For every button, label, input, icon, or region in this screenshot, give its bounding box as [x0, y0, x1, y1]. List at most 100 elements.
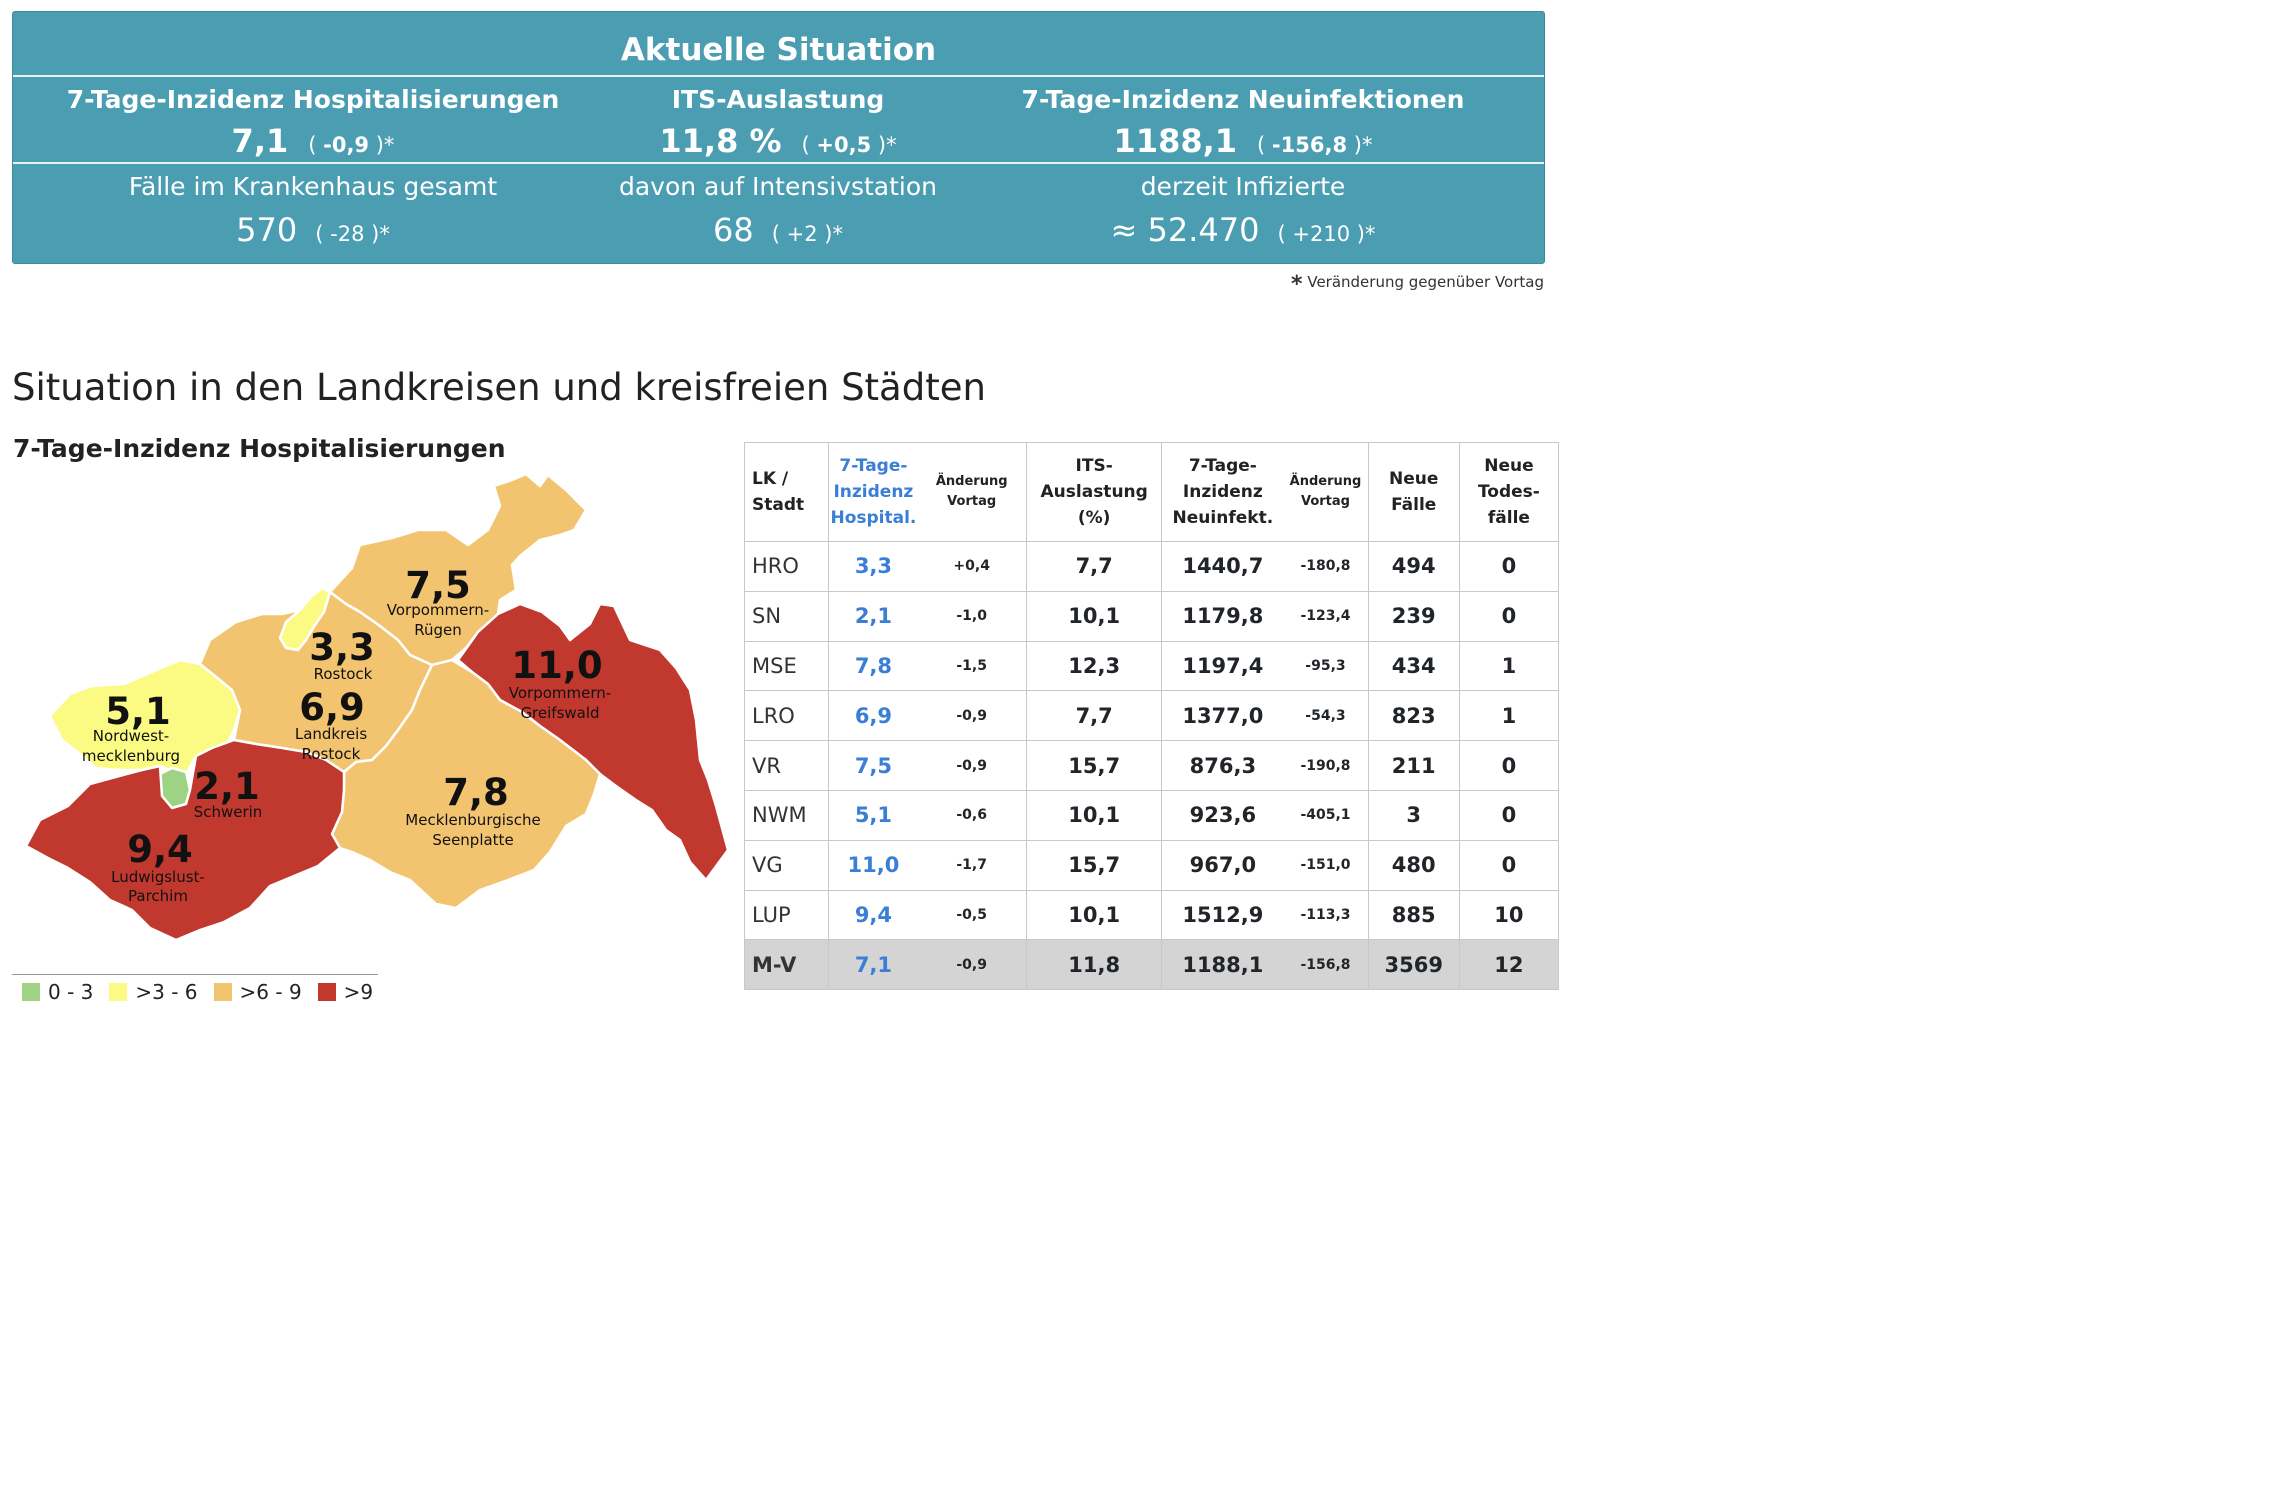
region-name: Rostock	[314, 665, 373, 683]
cell-name: LRO	[743, 690, 830, 742]
cell-its: 7,7	[1025, 690, 1163, 742]
sub-change: ( +210 )*	[1277, 222, 1376, 246]
cell-new-infections: 1512,9	[1161, 889, 1284, 941]
cell-new-cases: 823	[1367, 690, 1460, 742]
kpi-value: 11,8 %	[659, 122, 782, 160]
cell-hosp-change: -1,7	[917, 839, 1027, 891]
cell-name: LUP	[743, 889, 830, 941]
table-row: VG 11,0 -1,7 15,7 967,0 -151,0 480 0	[743, 839, 1560, 891]
sub-label: davon auf Intensivstation	[618, 172, 938, 201]
region-mecklenburgische-seenplatte[interactable]	[330, 658, 602, 910]
header-hosp-incidence[interactable]: 7-Tage- Inzidenz Hospital.	[828, 442, 918, 542]
cell-new-infections-change: -123,4	[1283, 590, 1369, 642]
header-lk[interactable]: LK / Stadt	[743, 442, 830, 542]
sub-change: ( +2 )*	[771, 222, 843, 246]
cell-new-cases: 434	[1367, 640, 1460, 692]
kpi-its-load: ITS-Auslastung 11,8 % ( +0,5 )*	[523, 85, 1033, 160]
cell-new-infections-change: -54,3	[1283, 690, 1369, 742]
header-new-cases[interactable]: Neue Fälle	[1367, 442, 1460, 542]
cell-new-deaths: 1	[1458, 690, 1560, 742]
map-legend: 0 - 3 >3 - 6 >6 - 9 >9	[22, 980, 389, 1004]
cell-new-deaths: 0	[1458, 789, 1560, 841]
cell-hosp-change: -0,6	[917, 789, 1027, 841]
region-value: 7,5	[405, 564, 471, 607]
region-name: Mecklenburgische	[405, 811, 540, 829]
cell-new-deaths: 0	[1458, 839, 1560, 891]
cell-new-cases: 885	[1367, 889, 1460, 941]
cell-new-cases: 211	[1367, 740, 1460, 791]
table-row: NWM 5,1 -0,6 10,1 923,6 -405,1 3 0	[743, 789, 1560, 841]
cell-hosp-incidence: 2,1	[828, 590, 918, 642]
kpi-change: ( +0,5 )*	[801, 133, 897, 157]
cell-new-infections-change: -190,8	[1283, 740, 1369, 791]
cell-its: 12,3	[1025, 640, 1163, 692]
table-total-row: M-V 7,1 -0,9 11,8 1188,1 -156,8 3569 12	[743, 939, 1560, 991]
cell-new-cases: 3569	[1367, 939, 1460, 991]
cell-its: 15,7	[1025, 839, 1163, 891]
kpi-value: 7,1	[231, 122, 289, 160]
region-name: Vorpommern-	[509, 684, 611, 702]
region-value: 3,3	[309, 626, 375, 669]
cell-new-deaths: 10	[1458, 889, 1560, 941]
legend-item: 0 - 3	[22, 980, 93, 1004]
kpi-hosp-incidence: 7-Tage-Inzidenz Hospitalisierungen 7,1 ( …	[58, 85, 568, 160]
cell-new-infections-change: -156,8	[1283, 939, 1369, 991]
cell-new-infections: 1440,7	[1161, 541, 1284, 592]
header-new-infections[interactable]: 7-Tage- Inzidenz Neuinfekt.	[1161, 442, 1284, 542]
cell-new-cases: 239	[1367, 590, 1460, 642]
cell-name: NWM	[743, 789, 830, 841]
region-name: Ludwigslust-	[111, 868, 205, 886]
region-value: 2,1	[194, 765, 260, 808]
cell-new-infections-change: -405,1	[1283, 789, 1369, 841]
region-name: Seenplatte	[432, 831, 513, 849]
cell-new-infections: 1197,4	[1161, 640, 1284, 692]
cell-new-infections: 967,0	[1161, 839, 1284, 891]
district-map: 7,5 Vorpommern- Rügen 3,3 Rostock 11,0 V…	[24, 472, 730, 942]
cell-name: HRO	[743, 541, 830, 592]
cell-new-deaths: 0	[1458, 541, 1560, 592]
cell-new-cases: 3	[1367, 789, 1460, 841]
cell-its: 15,7	[1025, 740, 1163, 791]
legend-divider	[12, 974, 378, 975]
map-labels: 7,5 Vorpommern- Rügen 3,3 Rostock 11,0 V…	[82, 564, 611, 905]
cell-its: 10,1	[1025, 590, 1163, 642]
sub-icu-cases: davon auf Intensivstation 68 ( +2 )*	[523, 172, 1033, 249]
region-value: 5,1	[105, 690, 171, 733]
district-table: LK / Stadt 7-Tage- Inzidenz Hospital. Änder…	[743, 442, 1560, 991]
cell-new-infections: 876,3	[1161, 740, 1284, 791]
panel-title: Aktuelle Situation	[620, 32, 937, 68]
region-name: Schwerin	[194, 803, 263, 821]
cell-its: 7,7	[1025, 541, 1163, 592]
cell-new-deaths: 12	[1458, 939, 1560, 991]
region-name: Parchim	[128, 887, 188, 905]
cell-hosp-change: -0,9	[917, 690, 1027, 742]
cell-new-infections: 1188,1	[1161, 939, 1284, 991]
header-its[interactable]: ITS- Auslastung (%)	[1025, 442, 1163, 542]
kpi-change: ( -0,9 )*	[308, 133, 395, 157]
table-header-row: LK / Stadt 7-Tage- Inzidenz Hospital. Änder…	[743, 442, 1560, 542]
cell-hosp-incidence: 11,0	[828, 839, 918, 891]
cell-new-infections-change: -151,0	[1283, 839, 1369, 891]
region-ludwigslust-parchim[interactable]	[24, 738, 346, 942]
footnote: * Veränderung gegenüber Vortag	[1291, 272, 1544, 297]
legend-swatch	[213, 983, 232, 1001]
region-name: Vorpommern-	[387, 601, 489, 619]
cell-hosp-change: -1,5	[917, 640, 1027, 692]
cell-hosp-incidence: 9,4	[828, 889, 918, 941]
region-name: Greifswald	[520, 704, 599, 722]
current-situation-panel: Aktuelle Situation 7-Tage-Inzidenz Hospi…	[12, 11, 1545, 264]
region-value: 11,0	[511, 644, 602, 687]
cell-new-infections-change: -95,3	[1283, 640, 1369, 692]
header-new-deaths[interactable]: Neue Todes-fälle	[1458, 442, 1560, 542]
table-row: MSE 7,8 -1,5 12,3 1197,4 -95,3 434 1	[743, 640, 1560, 692]
kpi-value: 1188,1	[1113, 122, 1238, 160]
region-name: Landkreis	[295, 725, 367, 743]
header-hosp-change[interactable]: Änderung Vortag	[917, 442, 1027, 542]
region-name: Rügen	[414, 621, 462, 639]
legend-item: >9	[317, 980, 373, 1004]
cell-its: 10,1	[1025, 789, 1163, 841]
cell-name: SN	[743, 590, 830, 642]
header-new-infections-change[interactable]: Änderung Vortag	[1283, 442, 1369, 542]
cell-hosp-change: -0,9	[917, 740, 1027, 791]
cell-hosp-change: -0,9	[917, 939, 1027, 991]
